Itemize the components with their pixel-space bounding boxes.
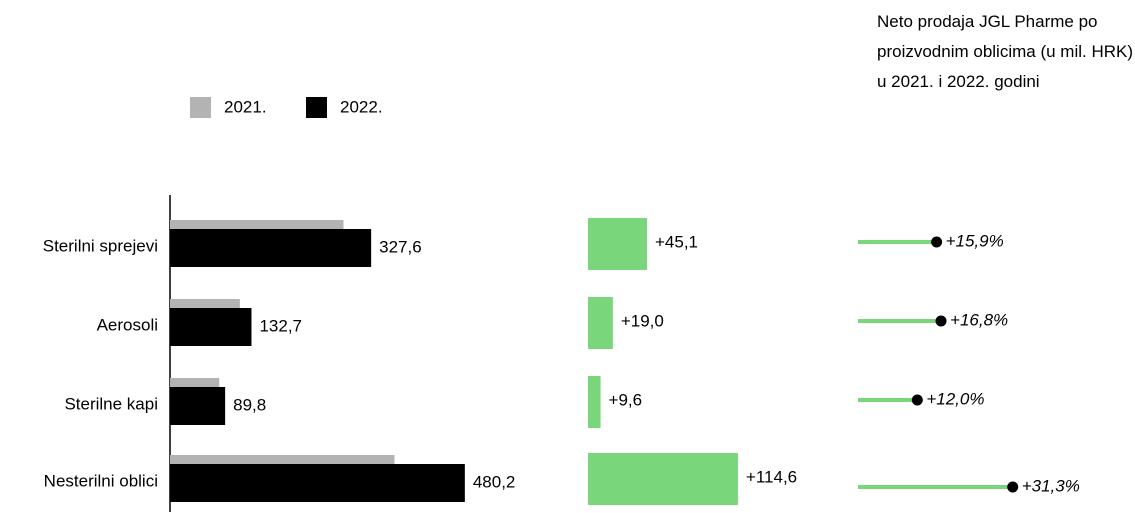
lollipop-dot [935, 315, 947, 327]
category-label: Sterilne kapi [64, 394, 158, 413]
legend-label: 2022. [340, 97, 383, 116]
legend-label: 2021. [224, 97, 267, 116]
bar-2022 [170, 308, 252, 346]
bar-2022 [170, 229, 372, 267]
change-label: +45,1 [655, 232, 698, 251]
category-label: Sterilni sprejevi [43, 236, 158, 255]
lollipop-dot [911, 394, 923, 406]
lollipop-dot [931, 236, 943, 248]
pct-label: +12,0% [926, 389, 984, 408]
bar-2022 [170, 464, 465, 502]
lollipop-dot [1007, 481, 1019, 493]
chart-title: Neto prodaja JGL Pharme po proizvodnim o… [877, 12, 1134, 91]
change-label: +9,6 [609, 390, 643, 409]
pct-label: +31,3% [1022, 476, 1080, 495]
legend-swatch [190, 97, 211, 118]
value-label: 132,7 [259, 316, 302, 335]
change-bar [588, 218, 648, 270]
bar-2021 [170, 378, 220, 388]
bar-2021 [170, 220, 344, 230]
value-label: 480,2 [473, 472, 516, 491]
change-bar [588, 297, 613, 349]
value-label: 89,8 [233, 395, 266, 414]
change-bar [588, 376, 601, 428]
pct-label: +15,9% [946, 231, 1004, 250]
change-label: +19,0 [621, 311, 664, 330]
change-bar [588, 453, 738, 505]
pct-label: +16,8% [950, 310, 1008, 329]
category-label: Aerosoli [97, 315, 158, 334]
legend-swatch [306, 97, 327, 118]
bar-2022 [170, 387, 226, 425]
category-label: Nesterilni oblici [44, 471, 158, 490]
bar-2021 [170, 455, 395, 465]
change-label: +114,6 [746, 467, 797, 486]
value-label: 327,6 [379, 237, 422, 256]
bar-2021 [170, 299, 240, 309]
